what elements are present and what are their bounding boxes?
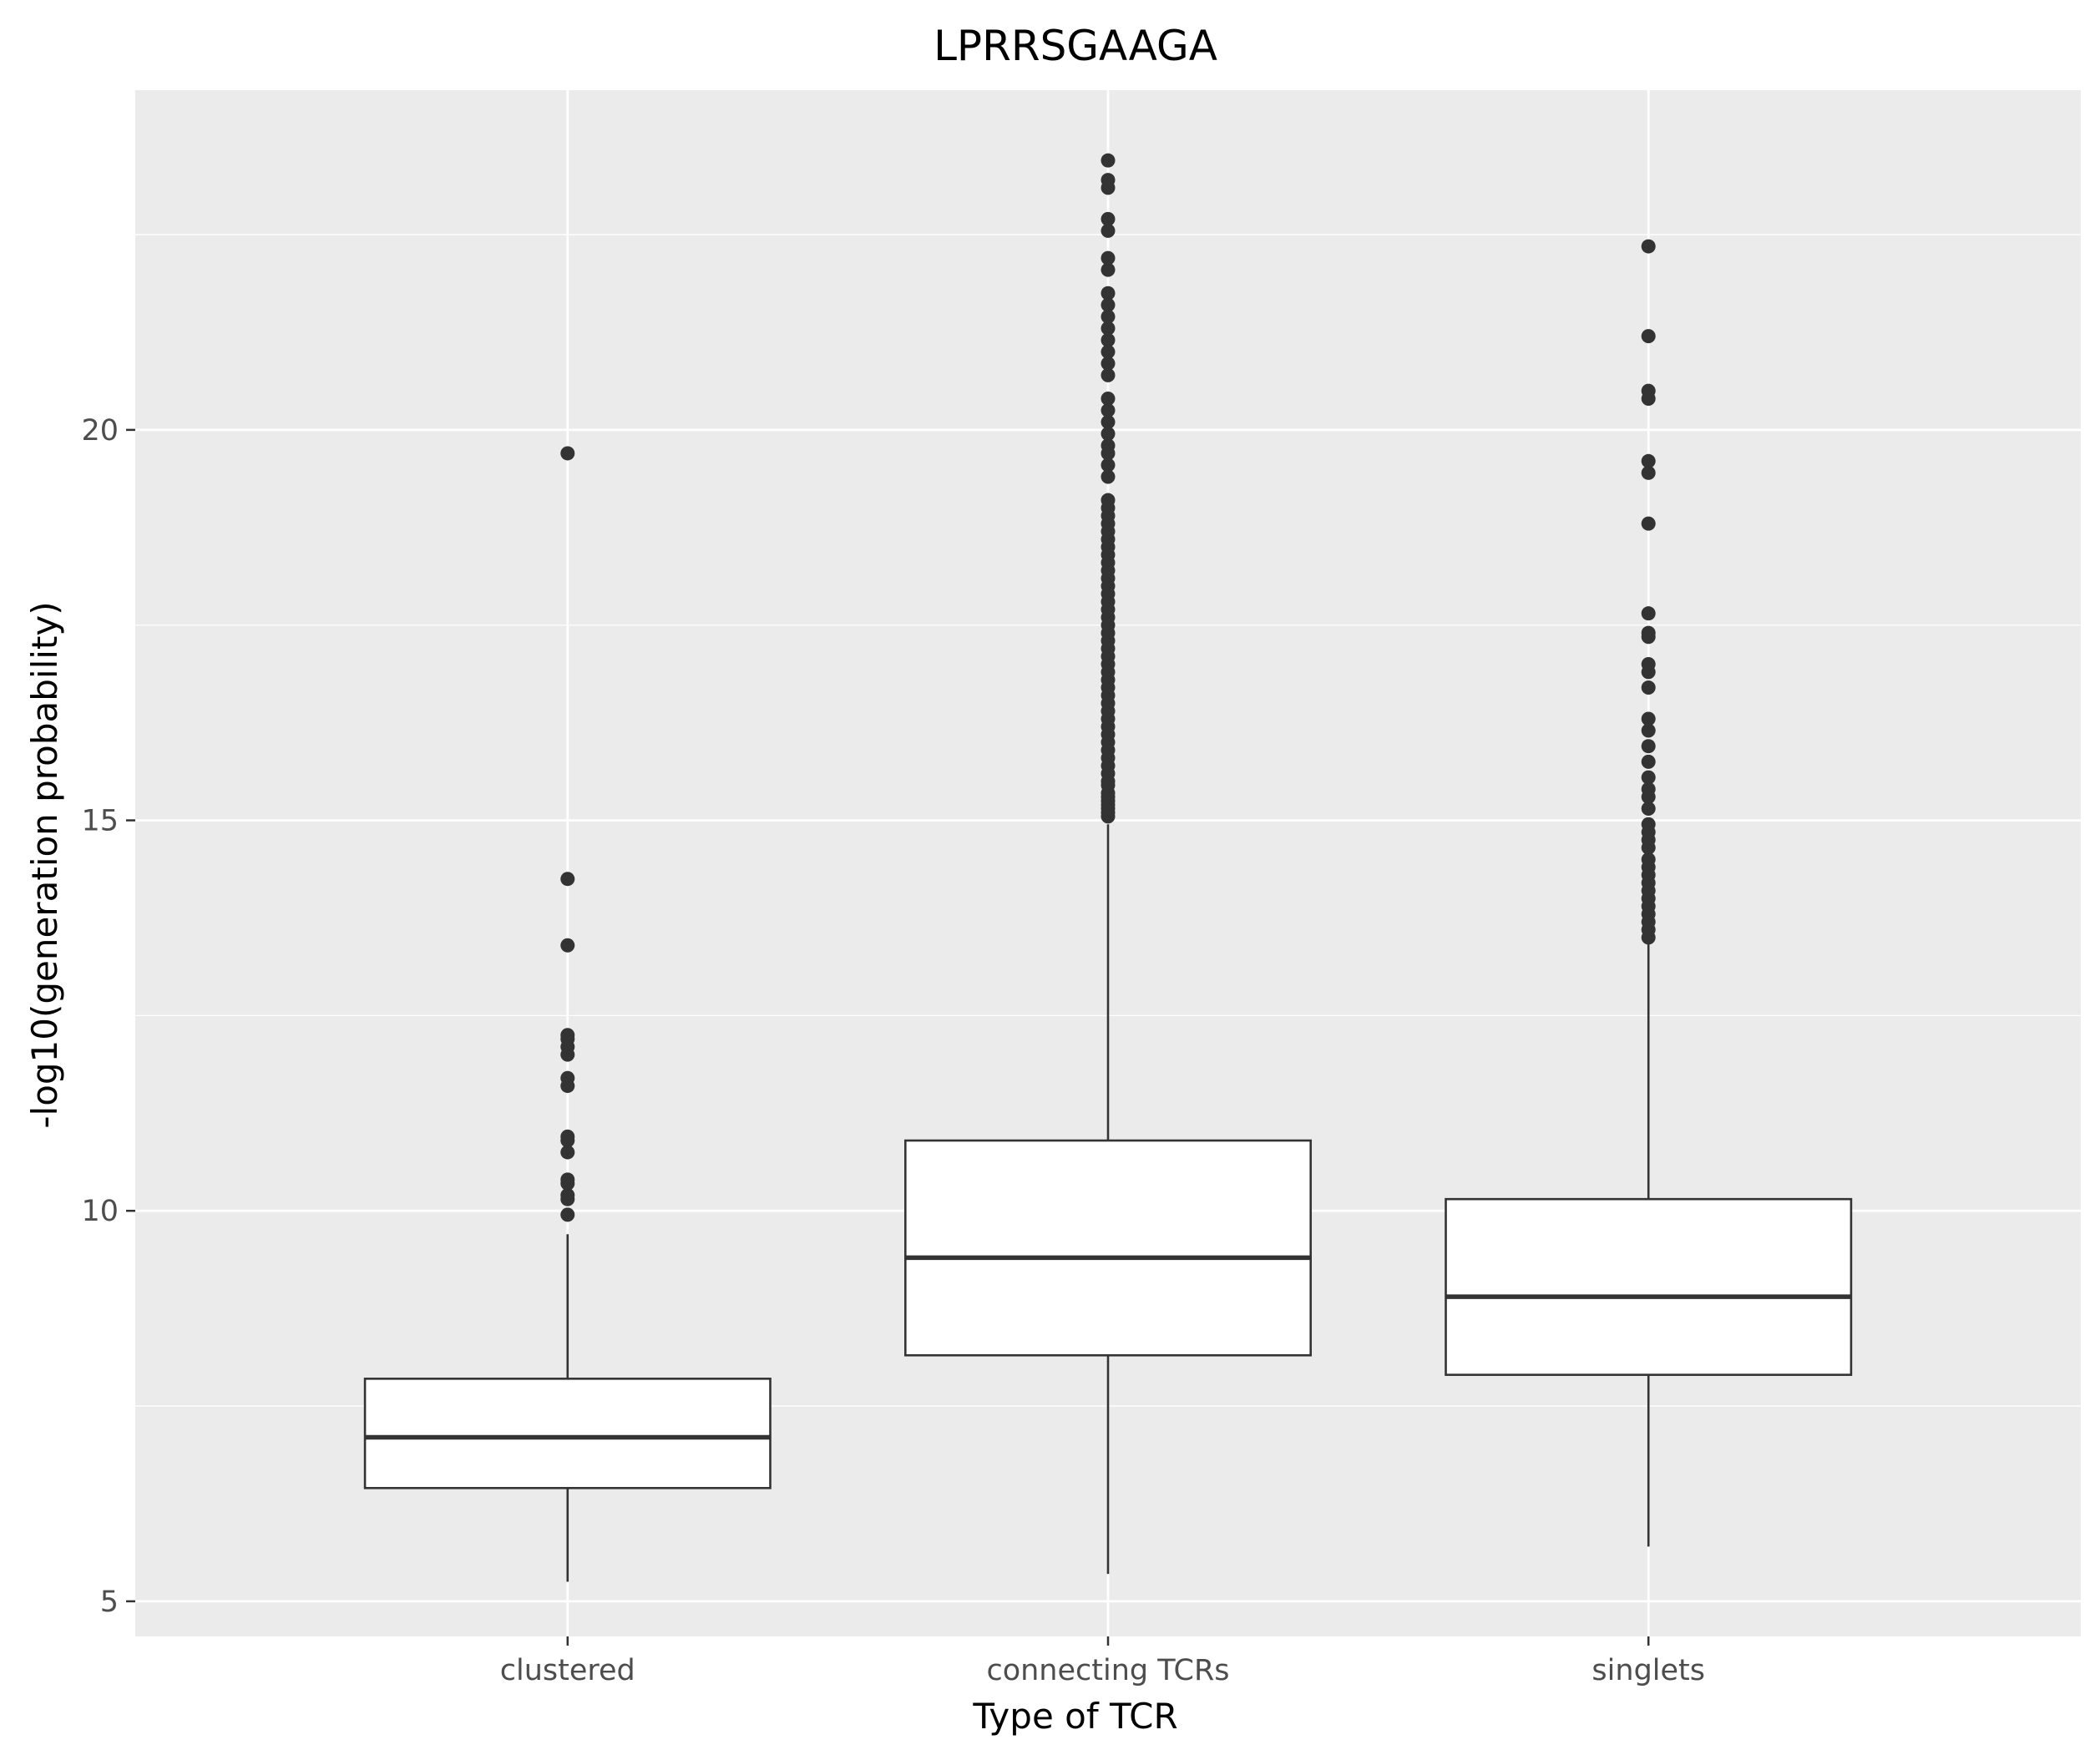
outlier-point — [1101, 367, 1116, 382]
outlier-point — [560, 938, 575, 953]
outlier-point — [1101, 153, 1116, 168]
outlier-point — [1641, 754, 1656, 769]
outlier-point — [560, 1172, 575, 1187]
axes-layer: 5 10 15 20 clustered connecting TCRs singlets — [81, 414, 1705, 1687]
outlier-point — [560, 446, 575, 461]
outlier-point — [1641, 680, 1656, 695]
outlier-point — [1641, 852, 1656, 867]
box-group — [903, 153, 1313, 1575]
outlier-point — [1641, 739, 1656, 754]
outlier-point — [1101, 223, 1116, 238]
outlier-point — [1101, 332, 1116, 347]
outlier-point — [1101, 173, 1116, 188]
outlier-point — [1101, 297, 1116, 312]
x-tick-label: clustered — [500, 1654, 635, 1687]
outlier-point — [1641, 817, 1656, 832]
box-group — [363, 446, 772, 1582]
outlier-point — [1101, 402, 1116, 417]
outlier-point — [1641, 329, 1656, 344]
box-iqr — [1445, 1197, 1853, 1376]
y-tick-label: 20 — [81, 414, 119, 448]
outlier-point — [1641, 465, 1656, 480]
outlier-point — [1101, 321, 1116, 336]
y-tick-label: 10 — [81, 1195, 119, 1228]
outlier-point — [560, 1129, 575, 1144]
outlier-point — [1101, 493, 1116, 508]
outlier-point — [1641, 453, 1656, 468]
outlier-point — [1641, 723, 1656, 738]
outlier-point — [1101, 458, 1116, 473]
outlier-point — [1641, 516, 1656, 531]
outlier-point — [1641, 239, 1656, 254]
outlier-point — [1101, 309, 1116, 324]
outlier-point — [1641, 770, 1656, 785]
outlier-point — [1101, 250, 1116, 266]
y-axis-title: -log10(generation probability) — [24, 601, 65, 1128]
outlier-point — [1641, 606, 1656, 621]
outlier-point — [1101, 211, 1116, 226]
outlier-point — [560, 1188, 575, 1203]
box-iqr — [363, 1378, 772, 1489]
outlier-point — [1101, 469, 1116, 484]
outlier-point — [1101, 391, 1116, 406]
outlier-point — [1101, 262, 1116, 277]
boxes-layer — [363, 153, 1853, 1582]
outlier-point — [1101, 415, 1116, 430]
outlier-point — [1641, 625, 1656, 640]
x-tick-label: connecting TCRs — [986, 1654, 1229, 1687]
outlier-point — [1641, 656, 1656, 671]
outlier-point — [560, 1145, 575, 1160]
x-axis-title: Type of TCR — [972, 1696, 1177, 1737]
y-tick-label: 15 — [81, 805, 119, 838]
y-tick-label: 5 — [100, 1586, 119, 1619]
outlier-point — [560, 872, 575, 887]
outlier-point — [1101, 427, 1116, 442]
x-tick-label: singlets — [1591, 1654, 1705, 1687]
outlier-point — [1641, 383, 1656, 398]
outlier-point — [1641, 802, 1656, 817]
outlier-point — [560, 1070, 575, 1085]
outlier-point — [1101, 344, 1116, 359]
box-iqr — [903, 1139, 1313, 1357]
outlier-point — [1641, 781, 1656, 797]
box-group — [1445, 239, 1853, 1547]
outlier-point — [560, 1207, 575, 1222]
outlier-point — [1101, 356, 1116, 371]
outlier-point — [1101, 438, 1116, 453]
outlier-point — [1101, 286, 1116, 301]
outlier-point — [560, 1028, 575, 1043]
chart-title: LPRRSGAAGA — [934, 22, 1217, 70]
outlier-point — [1641, 711, 1656, 726]
